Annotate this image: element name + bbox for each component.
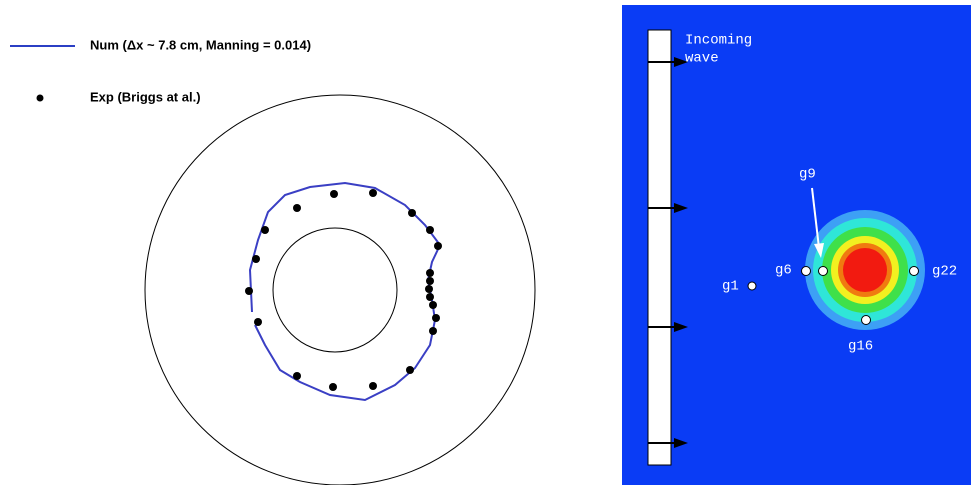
caption: wave <box>685 51 719 67</box>
wave-panel: Incoming wave g1 g6 g9 g22 g16 <box>622 5 971 485</box>
outer-circle <box>144 94 536 485</box>
pointer <box>811 187 820 249</box>
legend-exp: Exp (Briggs at al.) <box>90 89 201 104</box>
legend-dot <box>36 94 44 102</box>
inner-circle <box>272 227 398 353</box>
legend-num: Num (Δx ~ 7.8 cm, Manning = 0.014) <box>90 37 311 52</box>
gauge-label: g22 <box>932 264 957 280</box>
gauge-label: g1 <box>722 279 739 295</box>
arrow-heads <box>674 57 688 448</box>
gauges <box>747 266 919 325</box>
wavemaker <box>647 29 672 466</box>
runup-panel: Num (Δx ~ 7.8 cm, Manning = 0.014) Exp (… <box>10 37 536 485</box>
gauge-label: g6 <box>775 263 792 279</box>
gauge-label: g9 <box>799 167 816 183</box>
caption: Incoming <box>685 33 752 49</box>
pointer-head <box>814 243 824 258</box>
exp-points <box>245 189 442 391</box>
island <box>805 210 925 330</box>
gauge-label: g16 <box>848 339 873 355</box>
